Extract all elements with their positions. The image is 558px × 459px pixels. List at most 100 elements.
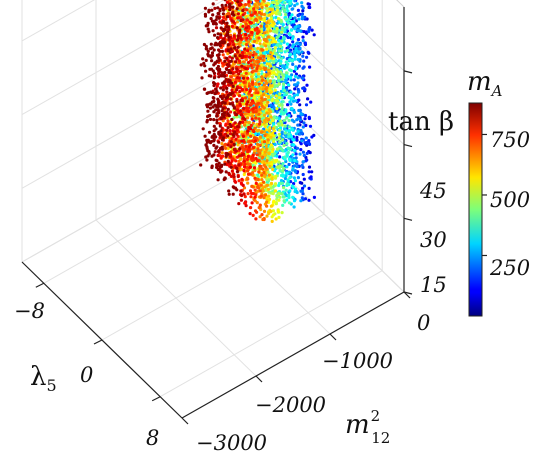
scatter-point	[265, 103, 269, 107]
scatter-point	[225, 56, 229, 61]
scatter-point	[242, 159, 246, 163]
scatter-point	[271, 200, 276, 204]
scatter-point	[297, 13, 301, 17]
scatter-point	[285, 91, 289, 95]
scatter-point	[276, 70, 280, 74]
scatter-point	[232, 94, 236, 98]
scatter-point	[237, 59, 241, 63]
scatter-point	[268, 121, 273, 125]
scatter-point	[220, 3, 224, 7]
scatter-point	[209, 42, 213, 46]
scatter-point	[252, 39, 257, 44]
scatter-point	[298, 181, 302, 185]
scatter-point	[237, 159, 241, 163]
scatter-point	[292, 110, 296, 114]
scatter-point	[295, 2, 299, 6]
scatter-point	[254, 161, 258, 165]
scatter-point	[218, 9, 222, 13]
scatter-point	[246, 116, 250, 120]
scatter-point	[289, 52, 293, 57]
scatter-point	[300, 139, 304, 143]
scatter-point	[275, 8, 279, 12]
scatter-point	[213, 150, 217, 154]
scatter-point	[281, 5, 285, 9]
scatter-point	[230, 88, 234, 92]
scatter-point	[271, 20, 275, 24]
scatter-point	[239, 198, 243, 202]
scatter-point	[277, 192, 281, 196]
scatter-point	[207, 30, 211, 34]
scatter-point	[252, 86, 256, 91]
scatter-point	[212, 124, 216, 128]
scatter-point	[222, 177, 226, 182]
scatter-point	[222, 94, 226, 98]
scatter-point	[241, 18, 245, 22]
scatter-point	[212, 118, 216, 122]
scatter-point	[291, 138, 295, 142]
scatter-point	[235, 128, 239, 132]
scatter-point	[307, 198, 311, 202]
scatter-point	[216, 6, 220, 10]
scatter-point	[281, 162, 285, 166]
scatter-point	[286, 150, 290, 155]
scatter-point	[230, 19, 234, 23]
scatter-point	[227, 171, 231, 175]
scatter-point	[278, 128, 282, 132]
scatter-point	[278, 12, 282, 16]
scatter-point	[283, 118, 287, 122]
scatter-point	[220, 151, 224, 155]
scatter-point	[280, 77, 284, 81]
scatter-point	[241, 116, 246, 120]
scatter-point	[226, 52, 230, 56]
scatter-point	[285, 57, 289, 61]
scatter-point	[301, 160, 305, 164]
scatter-point	[245, 8, 249, 12]
scatter-point	[265, 147, 269, 151]
scatter-point	[277, 103, 281, 108]
scatter-point	[300, 50, 304, 54]
scatter-point	[254, 88, 258, 92]
scatter-point	[265, 200, 269, 204]
scatter-point	[253, 3, 257, 7]
scatter-point	[289, 28, 293, 32]
scatter-point	[231, 67, 235, 71]
scatter-point	[271, 192, 275, 196]
scatter-point	[265, 159, 269, 163]
scatter-point	[225, 86, 229, 90]
scatter-point	[224, 170, 228, 174]
scatter-point	[281, 36, 285, 40]
scatter-point	[240, 82, 244, 86]
scatter-point	[202, 61, 206, 65]
scatter-point	[237, 154, 241, 158]
scatter-point	[281, 100, 285, 104]
scatter-point	[240, 153, 244, 157]
scatter-point	[221, 136, 225, 140]
scatter-point	[298, 103, 302, 107]
scatter-point	[291, 20, 295, 24]
scatter-point	[270, 11, 274, 16]
scatter-point	[282, 195, 286, 199]
scatter-point	[242, 157, 246, 161]
scatter-point	[296, 58, 300, 62]
scatter-point	[242, 106, 246, 110]
scatter-point	[283, 8, 287, 12]
scatter-point	[257, 112, 261, 116]
scatter-point	[268, 164, 272, 168]
scatter-point	[273, 88, 277, 92]
scatter-point	[259, 51, 263, 55]
scatter-point	[226, 143, 230, 147]
scatter-point	[267, 54, 271, 58]
scatter-point	[259, 54, 263, 58]
scatter-point	[292, 78, 296, 82]
scatter-point	[271, 213, 275, 217]
scatter-point	[271, 37, 275, 41]
scatter-point	[212, 129, 216, 133]
scatter-point	[283, 124, 287, 128]
scatter-point	[285, 182, 289, 186]
scatter-point	[258, 107, 262, 111]
scatter-point	[234, 180, 238, 184]
scatter-point	[270, 98, 274, 102]
scatter-point	[244, 144, 248, 148]
scatter-point	[227, 38, 231, 42]
scatter-point	[310, 28, 314, 32]
